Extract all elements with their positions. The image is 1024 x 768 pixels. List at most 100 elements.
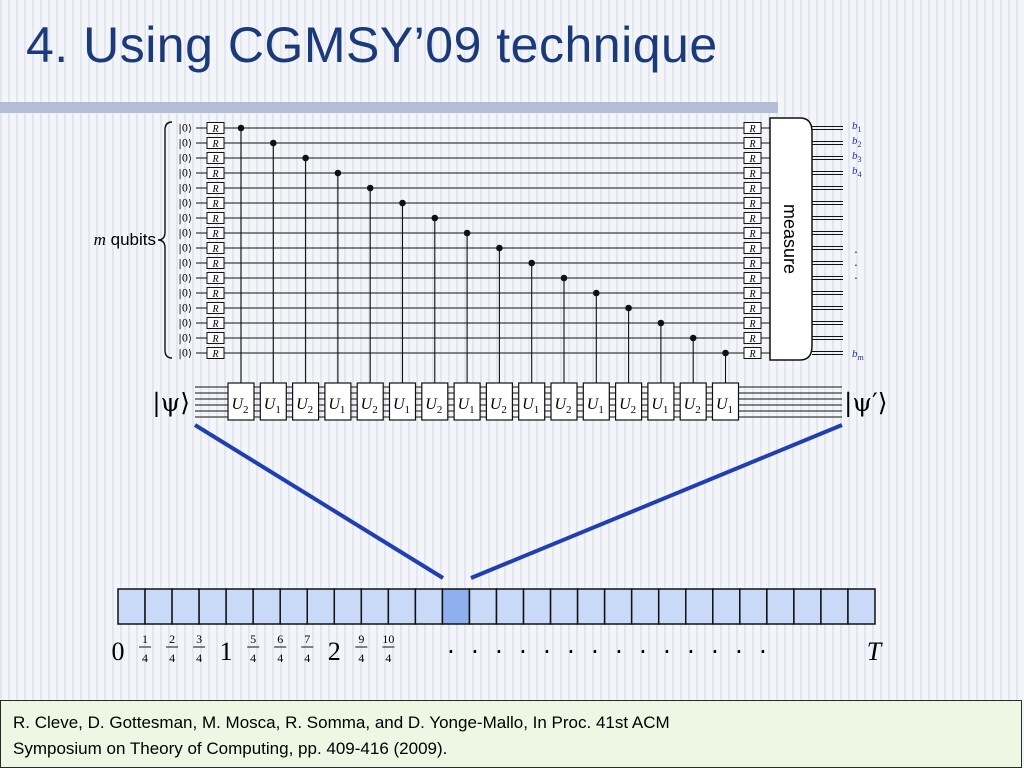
r-gate-left <box>206 242 225 254</box>
r-gate-left <box>206 332 225 344</box>
initial-states: |0⟩ |0⟩ |0⟩ |0⟩ |0⟩ |0⟩ |0⟩ |0⟩ |0⟩ |0⟩ |0⟩ |0⟩ |0⟩ |… <box>178 124 192 360</box>
ellipsis-dot: · <box>567 638 575 666</box>
init-state-ket: |0⟩ <box>178 184 192 195</box>
timeline-cell <box>630 588 660 625</box>
control-dot <box>689 334 697 342</box>
unitary-gate-label: U2 <box>361 396 378 416</box>
timeline-frac-numerator: 1 <box>142 632 148 646</box>
unitary-gate <box>227 382 255 421</box>
init-state-ket: |0⟩ <box>178 199 192 210</box>
r-gate-left <box>206 302 225 314</box>
control-dot <box>593 289 600 297</box>
timeline-frac-denominator: 4 <box>358 651 364 665</box>
timeline-cell <box>766 588 795 625</box>
unitary-gate <box>550 382 578 421</box>
r-gate-right <box>743 302 762 314</box>
control-dot <box>366 184 374 192</box>
r-gate-label: R <box>211 289 218 300</box>
r-gate-left <box>206 212 225 224</box>
output-bit-label: b2 <box>852 135 862 149</box>
ellipsis-dot: · <box>495 638 503 666</box>
citation-line: R. Cleve, D. Gottesman, M. Mosca, R. Som… <box>13 713 670 732</box>
unitary-gate-label: U2 <box>425 396 442 416</box>
timeline-frac-denominator: 4 <box>196 651 202 665</box>
init-state-ket: |0⟩ <box>178 274 192 285</box>
unitary-gate-label: U2 <box>554 396 571 416</box>
zoom-line-right <box>470 423 843 580</box>
unitary-gate <box>292 382 320 421</box>
timeline-tick-label: 0 <box>112 637 125 666</box>
timeline-cell <box>171 588 200 625</box>
r-gate-label: R <box>211 169 218 180</box>
ellipsis-dot: · <box>663 638 671 666</box>
unitary-gate-label: U1 <box>458 396 475 416</box>
unitary-gate <box>485 382 513 421</box>
measure-box <box>769 117 813 361</box>
control-dot <box>270 139 277 147</box>
unitary-gate-label: U1 <box>328 396 345 416</box>
r-gate-right <box>743 197 762 209</box>
control-dot <box>625 304 632 312</box>
r-gate-left <box>206 182 225 194</box>
register-brace <box>157 121 173 359</box>
r-gate-label: R <box>211 139 218 150</box>
r-gate-left <box>206 287 225 299</box>
r-gate-right <box>743 152 762 164</box>
timeline-frac-denominator: 4 <box>277 651 283 665</box>
timeline-frac-denominator: 4 <box>304 651 310 665</box>
r-gate-label: R <box>748 169 755 180</box>
ellipsis-dot: · <box>447 638 455 666</box>
timeline-frac-denominator: 4 <box>142 651 148 665</box>
r-gate-right <box>743 257 762 269</box>
timeline-frac-numerator: 3 <box>196 632 202 646</box>
timeline-cell <box>468 588 498 625</box>
r-gate-label: R <box>748 214 755 225</box>
r-gate-label: R <box>748 289 755 300</box>
unitary-gate <box>356 382 384 421</box>
timeline-frac-denominator: 4 <box>250 651 256 665</box>
init-state-ket: |0⟩ <box>178 214 192 225</box>
r-gate-left <box>206 347 225 359</box>
unitary-gate <box>259 382 287 421</box>
timeline-ellipsis: · · · · · · · · · · · · · · <box>447 638 767 666</box>
r-gate-left <box>206 317 225 329</box>
unitary-gate-label: U1 <box>522 396 539 416</box>
timeline-tick-label: 2 <box>328 637 341 666</box>
slide-title: 4. Using CGMSY’09 technique <box>26 17 718 73</box>
timeline-frac-numerator: 9 <box>358 632 364 646</box>
zoom-line-left <box>193 423 445 580</box>
timeline-frac-numerator: 2 <box>169 632 175 646</box>
r-gate-right <box>743 212 762 224</box>
timeline-cell <box>252 588 281 625</box>
timeline-cell <box>117 588 146 625</box>
unitary-gate <box>324 382 352 421</box>
r-gate-label: R <box>211 124 218 135</box>
r-gate-label: R <box>748 274 755 285</box>
r-gate-left <box>206 197 225 209</box>
r-gate-right <box>743 167 762 179</box>
timeline-cell <box>414 588 444 625</box>
init-state-ket: |0⟩ <box>178 124 192 135</box>
init-state-ket: |0⟩ <box>178 169 192 180</box>
r-gate-right <box>743 227 762 239</box>
output-bit-label: b4 <box>852 165 862 179</box>
control-dot <box>399 199 406 207</box>
timeline-tick-label: 1 <box>220 637 233 666</box>
r-gate-label: R <box>748 229 755 240</box>
r-gate-label: R <box>211 319 218 330</box>
output-bit-label: b1 <box>852 120 862 134</box>
timeline-cell <box>549 588 579 625</box>
title-underline-bar <box>0 102 778 113</box>
r-gate-label: R <box>211 154 218 165</box>
r-gate-right <box>743 332 762 344</box>
init-state-ket: |0⟩ <box>178 154 192 165</box>
control-dot <box>302 154 309 162</box>
r-gate-left <box>206 137 225 149</box>
timeline-labels: 0 1 4 2 4 3 4 1 5 4 6 4 7 4 2 9 4 10 4 <box>112 632 395 666</box>
r-gate-label: R <box>748 244 755 255</box>
timeline-cell <box>657 588 687 625</box>
timeline-cell <box>360 588 390 625</box>
unitary-gate-label: U2 <box>619 396 636 416</box>
timeline-frac-denominator: 4 <box>169 651 175 665</box>
